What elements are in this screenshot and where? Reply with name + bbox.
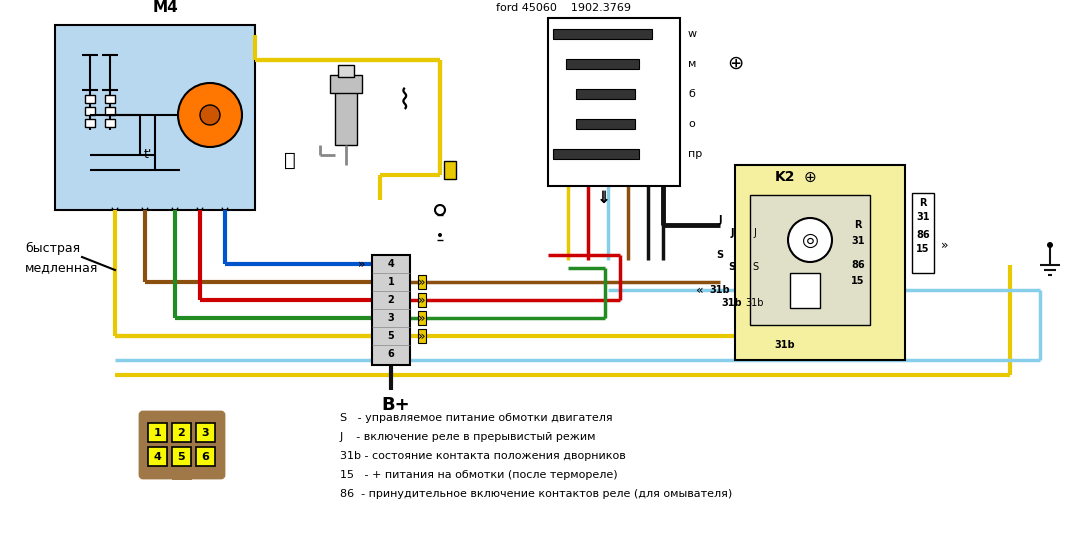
Bar [335, 85, 358, 145]
Text: ⊕: ⊕ [803, 169, 816, 184]
Bar [576, 89, 635, 99]
Circle shape [1047, 242, 1053, 248]
Bar [85, 119, 95, 127]
Text: 3: 3 [202, 427, 209, 438]
Text: 31b: 31b [775, 340, 796, 350]
Text: пр: пр [688, 149, 702, 159]
Text: ford 45060    1902.3769: ford 45060 1902.3769 [497, 3, 631, 13]
Text: 4: 4 [154, 451, 161, 462]
Text: 86: 86 [851, 260, 864, 270]
Text: «: « [697, 284, 704, 296]
Text: 2: 2 [178, 427, 185, 438]
Bar [566, 59, 639, 69]
Text: S   - управляемое питание обмотки двигателя: S - управляемое питание обмотки двигател… [340, 413, 613, 423]
Text: ⏚: ⏚ [284, 150, 295, 169]
Text: S: S [716, 250, 724, 260]
Bar [750, 195, 870, 325]
Text: 5: 5 [388, 331, 395, 341]
Text: 1: 1 [154, 427, 161, 438]
Text: »: » [419, 276, 426, 288]
Text: 6: 6 [388, 349, 395, 359]
Text: 31: 31 [917, 212, 930, 222]
Text: J: J [718, 215, 722, 225]
Text: б: б [688, 89, 695, 99]
Circle shape [178, 83, 242, 147]
Bar [553, 149, 639, 159]
Text: 31b: 31b [710, 285, 730, 295]
Bar [105, 95, 116, 103]
Text: »: » [941, 238, 948, 252]
Text: ◎: ◎ [801, 230, 819, 249]
Text: 86  - принудительное включение контактов реле (для омывателя): 86 - принудительное включение контактов … [340, 489, 732, 499]
Text: J: J [753, 228, 756, 238]
Text: 5: 5 [178, 451, 185, 462]
Text: 6: 6 [202, 451, 209, 462]
Text: 15   - + питания на обмотки (после термореле): 15 - + питания на обмотки (после терморе… [340, 470, 618, 480]
Text: м: м [688, 59, 697, 69]
Text: 1: 1 [388, 277, 395, 287]
Text: S: S [728, 262, 736, 272]
Bar [548, 18, 680, 186]
Text: 3: 3 [388, 313, 395, 323]
Bar [172, 447, 191, 466]
Text: »: » [419, 311, 426, 325]
Bar [172, 470, 192, 480]
Bar [196, 423, 215, 442]
Text: »: » [419, 294, 426, 306]
Bar [576, 119, 635, 129]
Text: о: о [688, 119, 694, 129]
Bar [372, 255, 410, 365]
Bar [85, 107, 95, 115]
Bar [148, 423, 167, 442]
Bar [338, 65, 354, 77]
Text: ⌇: ⌇ [398, 86, 412, 114]
Bar [735, 165, 905, 360]
Text: 15: 15 [851, 276, 864, 286]
Text: 31b: 31b [722, 298, 742, 308]
Bar [172, 423, 191, 442]
Bar [105, 119, 116, 127]
Bar [85, 95, 95, 103]
Text: M4: M4 [153, 0, 178, 15]
Text: »: » [419, 329, 426, 343]
Bar [196, 447, 215, 466]
Text: 15: 15 [917, 244, 930, 254]
Text: K2: K2 [775, 170, 796, 184]
Text: J: J [730, 228, 734, 238]
FancyBboxPatch shape [140, 412, 225, 478]
Circle shape [199, 105, 220, 125]
Bar [912, 193, 934, 273]
Text: B+: B+ [382, 396, 410, 414]
Circle shape [788, 218, 832, 262]
Text: 86: 86 [917, 230, 930, 240]
Text: 4: 4 [388, 259, 395, 269]
Bar [790, 273, 820, 308]
Text: S: S [752, 262, 758, 272]
Text: R: R [855, 220, 862, 230]
Text: t': t' [144, 149, 153, 161]
Text: ⊕: ⊕ [727, 53, 743, 72]
Text: w: w [688, 29, 698, 39]
Text: 31b - состояние контакта положения дворников: 31b - состояние контакта положения дворн… [340, 451, 626, 461]
Text: 31b: 31b [746, 298, 764, 308]
Bar [553, 29, 652, 39]
Text: медленная: медленная [25, 262, 98, 274]
Bar [148, 447, 167, 466]
Text: 31: 31 [851, 236, 864, 246]
Text: »: » [359, 257, 366, 271]
Text: ↓: ↓ [597, 189, 610, 207]
Text: »: » [446, 163, 455, 177]
Bar [330, 75, 362, 93]
Bar [54, 25, 255, 210]
Text: J    - включение реле в прерывистый режим: J - включение реле в прерывистый режим [340, 432, 596, 442]
Text: R: R [919, 198, 926, 208]
Circle shape [438, 233, 443, 237]
Circle shape [435, 205, 445, 215]
Text: быстрая: быстрая [25, 241, 81, 255]
Text: 2: 2 [388, 295, 395, 305]
Bar [105, 107, 116, 115]
Text: ⇓: ⇓ [597, 189, 610, 207]
